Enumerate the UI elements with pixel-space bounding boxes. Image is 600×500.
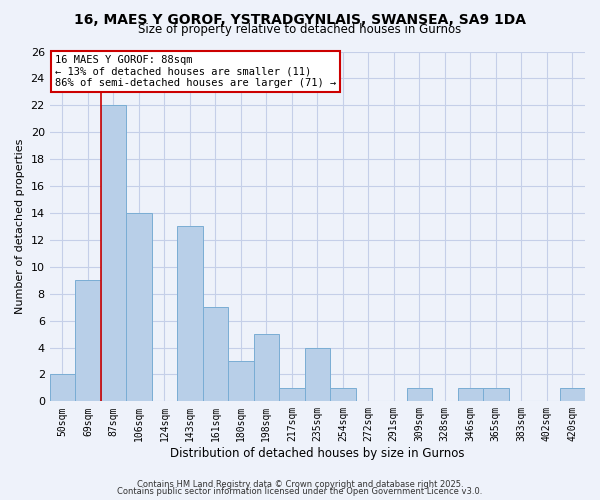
Bar xyxy=(101,106,126,402)
Text: 16 MAES Y GOROF: 88sqm
← 13% of detached houses are smaller (11)
86% of semi-det: 16 MAES Y GOROF: 88sqm ← 13% of detached… xyxy=(55,55,336,88)
Bar xyxy=(203,307,228,402)
Bar xyxy=(279,388,305,402)
Bar xyxy=(330,388,356,402)
Bar xyxy=(228,361,254,402)
Bar xyxy=(254,334,279,402)
Text: Contains public sector information licensed under the Open Government Licence v3: Contains public sector information licen… xyxy=(118,488,482,496)
Bar xyxy=(75,280,101,402)
Bar xyxy=(458,388,483,402)
Bar xyxy=(407,388,432,402)
Text: Size of property relative to detached houses in Gurnos: Size of property relative to detached ho… xyxy=(139,22,461,36)
X-axis label: Distribution of detached houses by size in Gurnos: Distribution of detached houses by size … xyxy=(170,447,464,460)
Bar xyxy=(483,388,509,402)
Text: Contains HM Land Registry data © Crown copyright and database right 2025.: Contains HM Land Registry data © Crown c… xyxy=(137,480,463,489)
Bar xyxy=(305,348,330,402)
Text: 16, MAES Y GOROF, YSTRADGYNLAIS, SWANSEA, SA9 1DA: 16, MAES Y GOROF, YSTRADGYNLAIS, SWANSEA… xyxy=(74,12,526,26)
Bar xyxy=(50,374,75,402)
Bar xyxy=(560,388,585,402)
Y-axis label: Number of detached properties: Number of detached properties xyxy=(15,138,25,314)
Bar xyxy=(177,226,203,402)
Bar xyxy=(126,213,152,402)
